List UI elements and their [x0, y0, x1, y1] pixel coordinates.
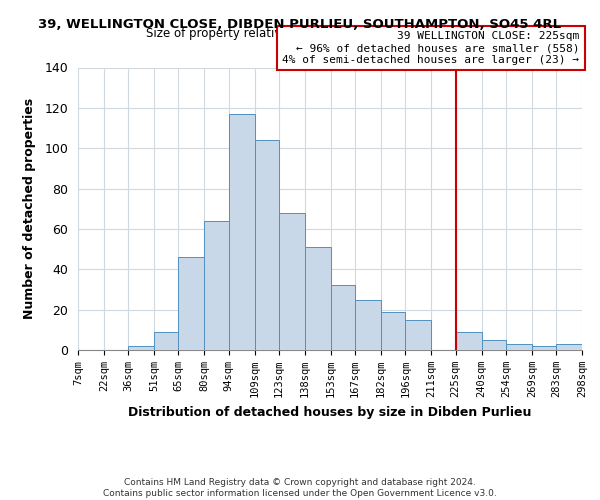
Bar — [455, 332, 482, 350]
X-axis label: Distribution of detached houses by size in Dibden Purlieu: Distribution of detached houses by size … — [128, 406, 532, 418]
Bar — [482, 340, 506, 350]
Text: 39 WELLINGTON CLOSE: 225sqm
← 96% of detached houses are smaller (558)
4% of sem: 39 WELLINGTON CLOSE: 225sqm ← 96% of det… — [283, 32, 580, 64]
Bar — [279, 213, 305, 350]
Y-axis label: Number of detached properties: Number of detached properties — [23, 98, 36, 320]
Bar — [381, 312, 406, 350]
Text: Contains HM Land Registry data © Crown copyright and database right 2024.
Contai: Contains HM Land Registry data © Crown c… — [103, 478, 497, 498]
Bar — [556, 344, 582, 350]
Bar — [355, 300, 381, 350]
Bar — [506, 344, 532, 350]
Bar — [331, 286, 355, 350]
Bar — [229, 114, 254, 350]
Bar — [254, 140, 279, 350]
Bar — [205, 221, 229, 350]
Bar — [154, 332, 178, 350]
Bar — [178, 257, 205, 350]
Text: 39, WELLINGTON CLOSE, DIBDEN PURLIEU, SOUTHAMPTON, SO45 4RL: 39, WELLINGTON CLOSE, DIBDEN PURLIEU, SO… — [38, 18, 562, 30]
Bar — [406, 320, 431, 350]
Bar — [532, 346, 556, 350]
Bar — [128, 346, 154, 350]
Title: Size of property relative to detached houses in Dibden Purlieu: Size of property relative to detached ho… — [146, 27, 514, 40]
Bar — [305, 247, 331, 350]
